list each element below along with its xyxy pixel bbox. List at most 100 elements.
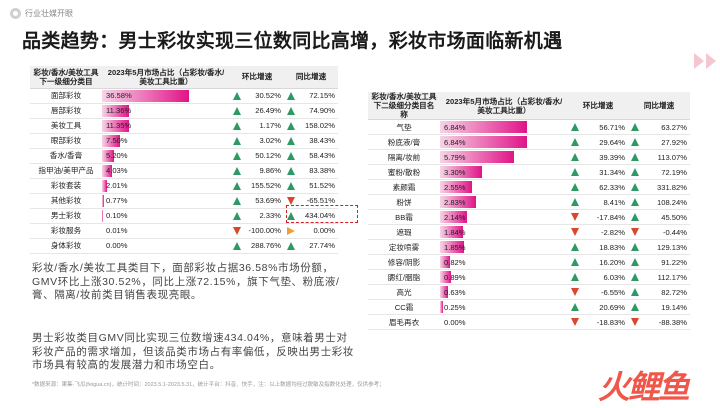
- column-header-yoy: 同比增速: [628, 92, 690, 120]
- market-share-cell: 0.10%: [102, 208, 230, 223]
- category-name: 隔离/妆前: [368, 150, 440, 165]
- mom-growth-cell: -2.82%: [568, 225, 628, 240]
- yoy-growth-cell: 51.52%: [284, 178, 338, 193]
- arrow-down-icon: [571, 213, 579, 221]
- arrow-up-icon: [571, 168, 579, 176]
- category-name: 其他彩妆: [30, 193, 102, 208]
- mom-growth-cell: 56.71%: [568, 120, 628, 135]
- arrow-down-icon: [287, 197, 295, 205]
- share-value: 5.79%: [440, 153, 466, 162]
- yoy-growth-value: 113.07%: [658, 153, 687, 162]
- yoy-growth-cell: 108.24%: [628, 195, 690, 210]
- market-share-cell: 7.50%: [102, 133, 230, 148]
- arrow-up-icon: [631, 258, 639, 266]
- yoy-growth: 72.19%: [631, 168, 687, 177]
- yoy-growth-value: 112.17%: [658, 273, 687, 282]
- column-header-mom: 环比增速: [568, 92, 628, 120]
- mom-growth: -2.82%: [571, 228, 625, 237]
- arrow-down-icon: [571, 288, 579, 296]
- brand-watermark: 火鲤鱼: [598, 362, 688, 408]
- category-name: 气垫: [368, 120, 440, 135]
- mom-growth-value: 31.34%: [599, 168, 625, 177]
- yoy-growth: 38.43%: [287, 136, 335, 145]
- yoy-growth-cell: 82.72%: [628, 285, 690, 300]
- yoy-growth-cell: 0.00%: [284, 223, 338, 238]
- market-share-cell: 1.84%: [440, 225, 568, 240]
- arrow-up-icon: [233, 92, 241, 100]
- mom-growth-value: 62.33%: [599, 183, 625, 192]
- share-value: 0.82%: [440, 258, 466, 267]
- mom-growth-cell: 62.33%: [568, 180, 628, 195]
- yoy-growth-cell: 63.27%: [628, 120, 690, 135]
- market-share-cell: 2.01%: [102, 178, 230, 193]
- mom-growth-cell: 26.49%: [230, 103, 284, 118]
- mom-growth-value: 1.17%: [259, 121, 281, 130]
- mom-growth-value: 8.41%: [603, 198, 625, 207]
- category-name: BB霜: [368, 210, 440, 225]
- mom-growth: 288.76%: [233, 241, 281, 250]
- arrow-up-icon: [287, 122, 295, 130]
- category-name: 彩妆套装: [30, 178, 102, 193]
- arrow-up-icon: [631, 273, 639, 281]
- mom-growth: 31.34%: [571, 168, 625, 177]
- column-header-share: 2023年5月市场占比（占彩妆/香水/美妆工具比重）: [440, 92, 568, 120]
- mom-growth-value: 56.71%: [599, 123, 625, 132]
- mom-growth-cell: 8.41%: [568, 195, 628, 210]
- arrow-down-icon: [631, 318, 639, 326]
- market-share-cell: 0.77%: [102, 193, 230, 208]
- arrow-up-icon: [631, 153, 639, 161]
- share-value: 6.84%: [440, 138, 466, 147]
- market-share-cell: 1.85%: [440, 240, 568, 255]
- mom-growth-value: 288.76%: [251, 241, 281, 250]
- category-name: 粉底液/膏: [368, 135, 440, 150]
- mom-growth-value: -100.00%: [248, 226, 281, 235]
- arrow-up-icon: [631, 138, 639, 146]
- mom-growth: 155.52%: [233, 181, 281, 190]
- logo-icon: [10, 8, 21, 19]
- arrow-up-icon: [287, 167, 295, 175]
- arrow-up-icon: [233, 137, 241, 145]
- mom-growth-cell: 50.12%: [230, 148, 284, 163]
- yoy-growth-cell: 27.92%: [628, 135, 690, 150]
- category-name: 蜜粉/散粉: [368, 165, 440, 180]
- market-share-cell: 0.25%: [440, 300, 568, 315]
- mom-growth-value: -6.55%: [601, 288, 625, 297]
- arrow-up-icon: [287, 107, 295, 115]
- yoy-growth: -88.38%: [631, 318, 687, 327]
- mom-growth-value: 20.69%: [599, 303, 625, 312]
- mom-growth-value: 26.49%: [255, 106, 281, 115]
- yoy-growth: 129.13%: [631, 243, 687, 252]
- yoy-growth-value: 72.15%: [309, 91, 335, 100]
- category-name: 彩妆服务: [30, 223, 102, 238]
- category-name: 面部彩妆: [30, 88, 102, 103]
- arrow-down-icon: [631, 228, 639, 236]
- yoy-growth-value: 158.02%: [305, 121, 335, 130]
- arrow-up-icon: [287, 152, 295, 160]
- arrow-up-icon: [233, 212, 241, 220]
- arrow-up-icon: [631, 243, 639, 251]
- share-value: 11.36%: [102, 106, 131, 115]
- arrow-up-icon: [287, 242, 295, 250]
- category-name: CC霜: [368, 300, 440, 315]
- yoy-growth-value: 83.38%: [309, 166, 335, 175]
- yoy-growth-value: 82.72%: [661, 288, 687, 297]
- market-share-cell: 0.82%: [440, 255, 568, 270]
- mom-growth-cell: 6.03%: [568, 270, 628, 285]
- mom-growth-cell: 53.69%: [230, 193, 284, 208]
- category-name: 遮瑕: [368, 225, 440, 240]
- yoy-growth-value: 0.00%: [313, 226, 335, 235]
- column-header-share: 2023年5月市场占比（占彩妆/香水/美妆工具比重）: [102, 66, 230, 88]
- mom-growth-cell: 16.20%: [568, 255, 628, 270]
- category-name: 腮红/胭脂: [368, 270, 440, 285]
- yoy-growth-cell: 27.74%: [284, 238, 338, 253]
- mom-growth-value: 16.20%: [599, 258, 625, 267]
- share-value: 6.84%: [440, 123, 466, 132]
- yoy-growth: 19.14%: [631, 303, 687, 312]
- summary-paragraph-2: 男士彩妆类目GMV同比实现三位数增速434.04%，意味着男士对彩妆产品的需求增…: [32, 332, 354, 373]
